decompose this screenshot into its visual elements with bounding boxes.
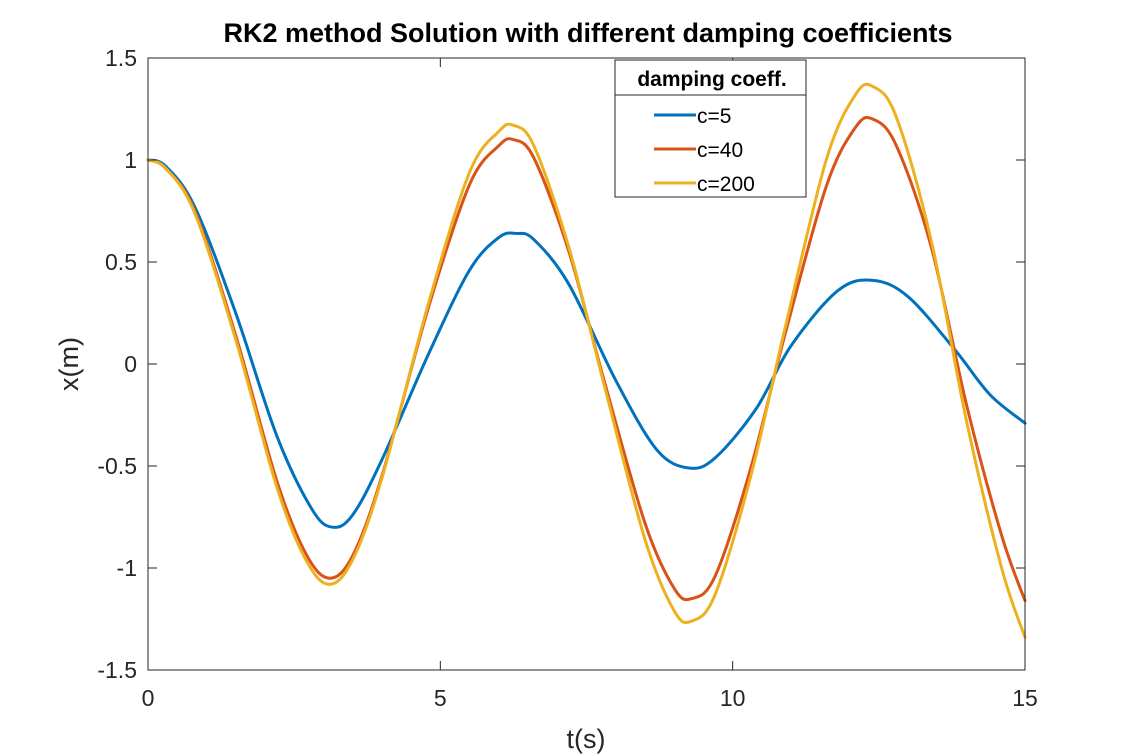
legend-entry-label: c=40 bbox=[697, 139, 743, 162]
chart-title: RK2 method Solution with different dampi… bbox=[223, 18, 952, 48]
legend-entry-label: c=200 bbox=[697, 173, 755, 196]
plot-area bbox=[148, 58, 1025, 670]
y-tick-label: -1 bbox=[117, 555, 137, 581]
legend-box bbox=[614, 59, 807, 198]
axes-background bbox=[148, 58, 1025, 670]
legend-entries: c=5 c=40 c=200 bbox=[654, 105, 755, 196]
y-tick-label: 1.5 bbox=[105, 45, 137, 71]
series-layer bbox=[146, 82, 1027, 639]
y-axis-label: x(m) bbox=[54, 337, 84, 391]
y-tick-label: 0.5 bbox=[105, 249, 137, 275]
x-tick-label: 5 bbox=[434, 685, 447, 711]
series-line-c-200 bbox=[146, 82, 1027, 639]
x-tick-label: 10 bbox=[720, 685, 746, 711]
y-tick-label: -0.5 bbox=[97, 453, 137, 479]
legend: damping coeff. c=5 c=40 c=200 bbox=[614, 59, 807, 198]
y-tick-label: 0 bbox=[124, 351, 137, 377]
x-tick-label: 0 bbox=[142, 685, 155, 711]
legend-title: damping coeff. bbox=[637, 68, 786, 91]
series-line-c-5 bbox=[146, 158, 1027, 529]
x-axis-label: t(s) bbox=[567, 724, 606, 754]
y-tick-label: -1.5 bbox=[97, 657, 137, 683]
ticks-layer: 0 5 10 15 -1.5 -1 -0.5 0 0.5 1 1.5 bbox=[97, 45, 1037, 711]
legend-entry-label: c=5 bbox=[697, 105, 731, 128]
x-tick-label: 15 bbox=[1012, 685, 1038, 711]
y-tick-label: 1 bbox=[124, 147, 137, 173]
